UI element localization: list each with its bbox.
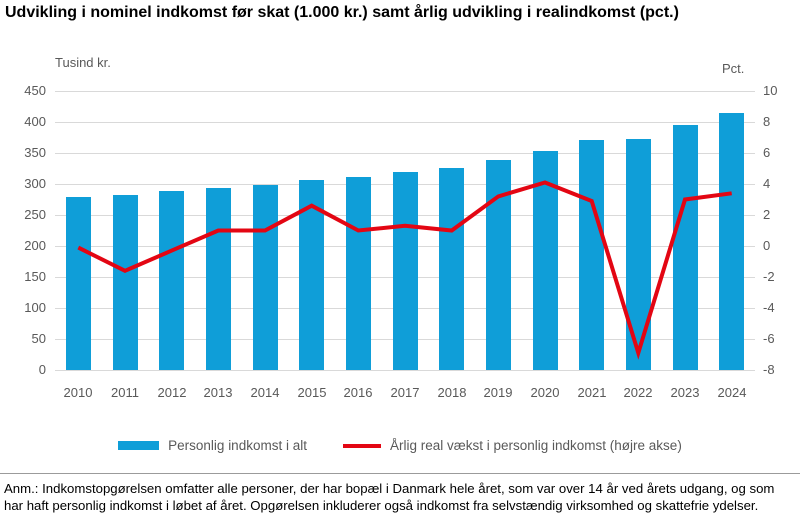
x-axis-label-2017: 2017 [390,385,420,400]
legend-swatch-bar [118,441,160,450]
bar-2014 [252,185,278,370]
legend: Personlig indkomst i alt Årlig real væks… [0,438,800,453]
right-tick-label: 0 [763,238,771,253]
legend-label-bar-series: Personlig indkomst i alt [168,438,307,453]
right-axis-title: Pct. [722,61,745,76]
x-axis-label-2010: 2010 [63,385,93,400]
bar-2013 [205,188,231,370]
right-tick-label: 8 [763,114,771,129]
left-tick-label: 50 [31,331,46,346]
gridline [55,122,755,123]
x-axis-label-2023: 2023 [670,385,700,400]
bar-2021 [579,140,605,370]
legend-swatch-line [342,443,381,448]
x-axis-label-2011: 2011 [111,385,139,400]
left-tick-label: 250 [24,207,46,222]
bar-2024 [719,112,745,370]
x-axis-label-2014: 2014 [250,385,280,400]
legend-item-bar-series: Personlig indkomst i alt [118,438,307,453]
x-axis-label-2022: 2022 [623,385,653,400]
left-axis-title: Tusind kr. [55,55,111,70]
x-axis-label-2018: 2018 [437,385,467,400]
legend-item-line-series: Årlig real vækst i personlig indkomst (h… [342,438,682,453]
left-tick-label: 400 [24,114,46,129]
bar-2023 [672,124,698,370]
footnote: Anm.: Indkomstopgørelsen omfatter alle p… [4,481,775,513]
right-tick-label: 2 [763,207,771,222]
right-tick-label: 6 [763,145,771,160]
gridline [55,153,755,154]
bar-2016 [345,177,371,370]
bar-2018 [439,167,465,370]
left-tick-label: 100 [24,300,46,315]
bar-2011 [112,195,138,370]
left-tick-label: 0 [38,362,46,377]
x-axis-label-2016: 2016 [343,385,373,400]
trend-line [77,180,732,360]
x-axis-label-2012: 2012 [157,385,187,400]
x-axis-label-2021: 2021 [577,385,607,400]
left-tick-label: 150 [24,269,46,284]
right-tick-label: -4 [763,300,775,315]
right-tick-label: -8 [763,362,775,377]
bar-2012 [159,191,185,370]
footnote-divider [0,473,800,474]
left-tick-label: 450 [24,83,46,98]
gridline [55,91,755,92]
x-axis-label-2024: 2024 [717,385,747,400]
right-tick-label: -2 [763,269,775,284]
right-tick-label: 4 [763,176,771,191]
left-tick-label: 350 [24,145,46,160]
chart-title: Udvikling i nominel indkomst før skat (1… [5,4,679,21]
x-axis-label-2019: 2019 [483,385,513,400]
x-axis-label-2013: 2013 [203,385,233,400]
left-tick-label: 300 [24,176,46,191]
plot-area [55,91,755,371]
trend-line-layer [77,180,732,360]
right-tick-label: 10 [763,83,778,98]
bar-2017 [392,172,418,370]
legend-label-line-series: Årlig real vækst i personlig indkomst (h… [389,438,682,453]
left-tick-label: 200 [24,238,46,253]
right-tick-label: -6 [763,331,775,346]
x-axis-label-2020: 2020 [530,385,560,400]
bar-2010 [65,197,91,370]
gridline [55,370,755,371]
x-axis-label-2015: 2015 [297,385,327,400]
